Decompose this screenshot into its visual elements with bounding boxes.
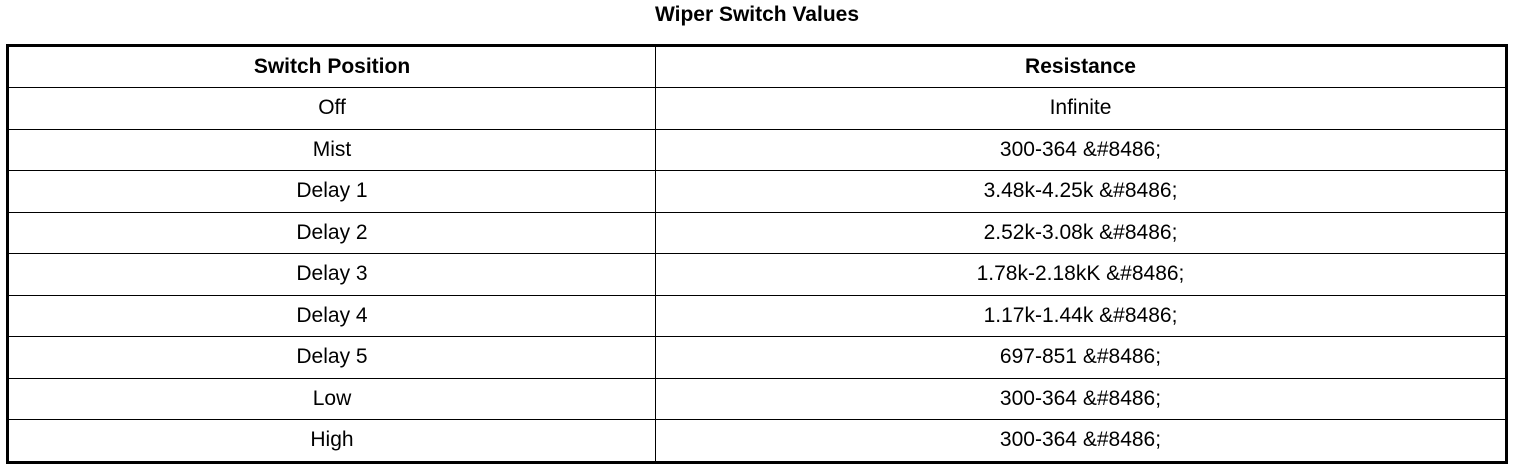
header-cell: Resistance	[655, 45, 1507, 88]
table-row: Off Infinite	[7, 87, 1507, 130]
header-row: Switch Position Resistance	[7, 45, 1507, 88]
table-cell: High	[7, 419, 656, 463]
table-row: High 300-364 &#8486;	[7, 419, 1507, 463]
table-row: Low 300-364 &#8486;	[7, 377, 1507, 420]
table-row: Delay 1 3.48k-4.25k &#8486;	[7, 170, 1507, 213]
table-cell: 2.52k-3.08k &#8486;	[655, 211, 1507, 254]
header-cell: Switch Position	[7, 45, 656, 88]
table-row: Delay 3 1.78k-2.18kK &#8486;	[7, 253, 1507, 296]
table-row: Mist 300-364 &#8486;	[7, 128, 1507, 171]
table-cell: Delay 2	[7, 211, 656, 254]
table-cell: 300-364 &#8486;	[655, 128, 1507, 171]
table-body: Off Infinite Mist 300-364 &#8486; Delay 1 3.4…	[7, 87, 1507, 463]
table-cell: Delay 1	[7, 170, 656, 213]
table-cell: 1.78k-2.18kK &#8486;	[655, 253, 1507, 296]
table-cell: Delay 4	[7, 294, 656, 337]
table-row: Delay 5 697-851 &#8486;	[7, 336, 1507, 379]
table: Switch Position Resistance Off Infinite Mi…	[6, 44, 1508, 464]
table-cell: 697-851 &#8486;	[655, 336, 1507, 379]
table-cell: 3.48k-4.25k &#8486;	[655, 170, 1507, 213]
table-cell: 1.17k-1.44k &#8486;	[655, 294, 1507, 337]
table-cell: Infinite	[655, 87, 1507, 130]
table-cell: Delay 5	[7, 336, 656, 379]
table-cell: Low	[7, 377, 656, 420]
table-cell: 300-364 &#8486;	[655, 419, 1507, 463]
table-title: Wiper Switch Values	[654, 3, 860, 26]
table-cell: 300-364 &#8486;	[655, 377, 1507, 420]
table-row: Delay 2 2.52k-3.08k &#8486;	[7, 211, 1507, 254]
table-cell: Mist	[7, 128, 656, 171]
table-cell: Delay 3	[7, 253, 656, 296]
table-cell: Off	[7, 87, 656, 130]
table-row: Delay 4 1.17k-1.44k &#8486;	[7, 294, 1507, 337]
